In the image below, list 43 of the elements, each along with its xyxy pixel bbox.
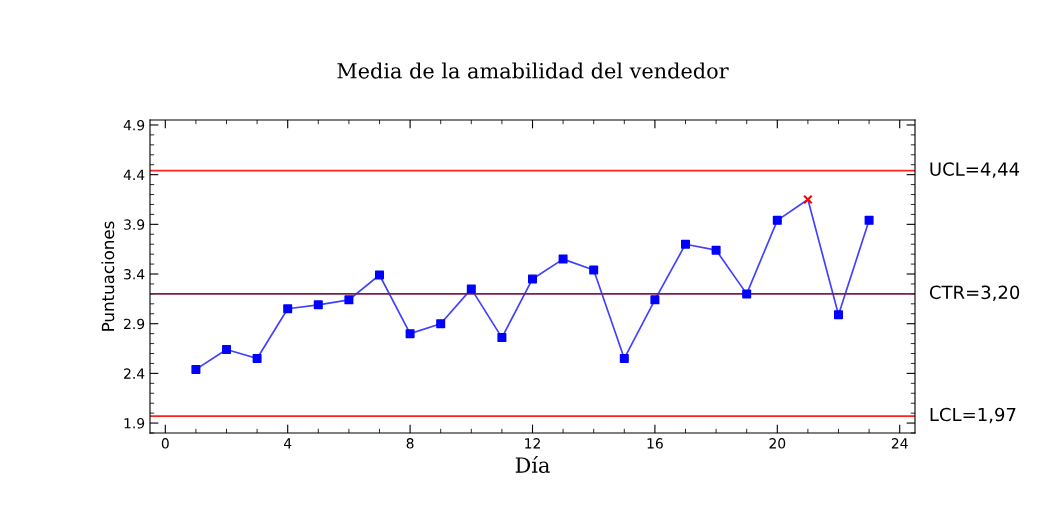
y-tick-label: 4.4 bbox=[123, 169, 145, 180]
point bbox=[222, 345, 231, 355]
point bbox=[191, 364, 201, 374]
x-tick-label: 8 bbox=[406, 438, 414, 449]
y-tick-label: 2.4 bbox=[124, 368, 145, 379]
point bbox=[436, 319, 446, 329]
point bbox=[528, 274, 537, 284]
x-tick-label: 20 bbox=[769, 438, 786, 449]
y-tick-label: 1.9 bbox=[124, 418, 145, 429]
point bbox=[772, 215, 782, 225]
x-tick-label: 4 bbox=[283, 438, 292, 449]
point bbox=[589, 265, 599, 275]
point bbox=[742, 289, 752, 299]
point bbox=[344, 295, 354, 305]
point bbox=[283, 304, 293, 314]
point bbox=[558, 254, 568, 264]
point bbox=[803, 194, 813, 205]
x-axis-title: Día bbox=[515, 456, 550, 473]
point bbox=[497, 333, 507, 343]
point bbox=[466, 284, 476, 294]
y-tick-label: 3.4 bbox=[124, 268, 145, 280]
point bbox=[405, 329, 415, 339]
point bbox=[711, 245, 721, 255]
point bbox=[864, 215, 874, 225]
y-axis-title: Puntuaciones bbox=[101, 221, 115, 331]
y-tick-label: 2.9 bbox=[124, 318, 145, 330]
ref-line-label: UCL=4,44 bbox=[930, 162, 1020, 178]
y-tick-label: 3.9 bbox=[124, 219, 145, 230]
point bbox=[681, 239, 690, 249]
ref-line-label: LCL=1,97 bbox=[930, 407, 1016, 424]
x-tick-label: 24 bbox=[891, 438, 908, 449]
x-tick-label: 12 bbox=[525, 438, 540, 449]
point bbox=[252, 353, 262, 363]
chart-title: Media de la amabilidad del vendedor bbox=[337, 62, 729, 79]
x-tick-label: 16 bbox=[647, 438, 663, 449]
x-tick-label: 0 bbox=[161, 438, 169, 449]
point bbox=[375, 270, 384, 280]
ref-line-label: CTR=3,20 bbox=[929, 285, 1020, 301]
y-tick-label: 4.9 bbox=[123, 119, 145, 131]
point bbox=[650, 295, 660, 305]
point bbox=[619, 353, 629, 363]
point bbox=[834, 310, 843, 320]
point bbox=[313, 300, 323, 310]
